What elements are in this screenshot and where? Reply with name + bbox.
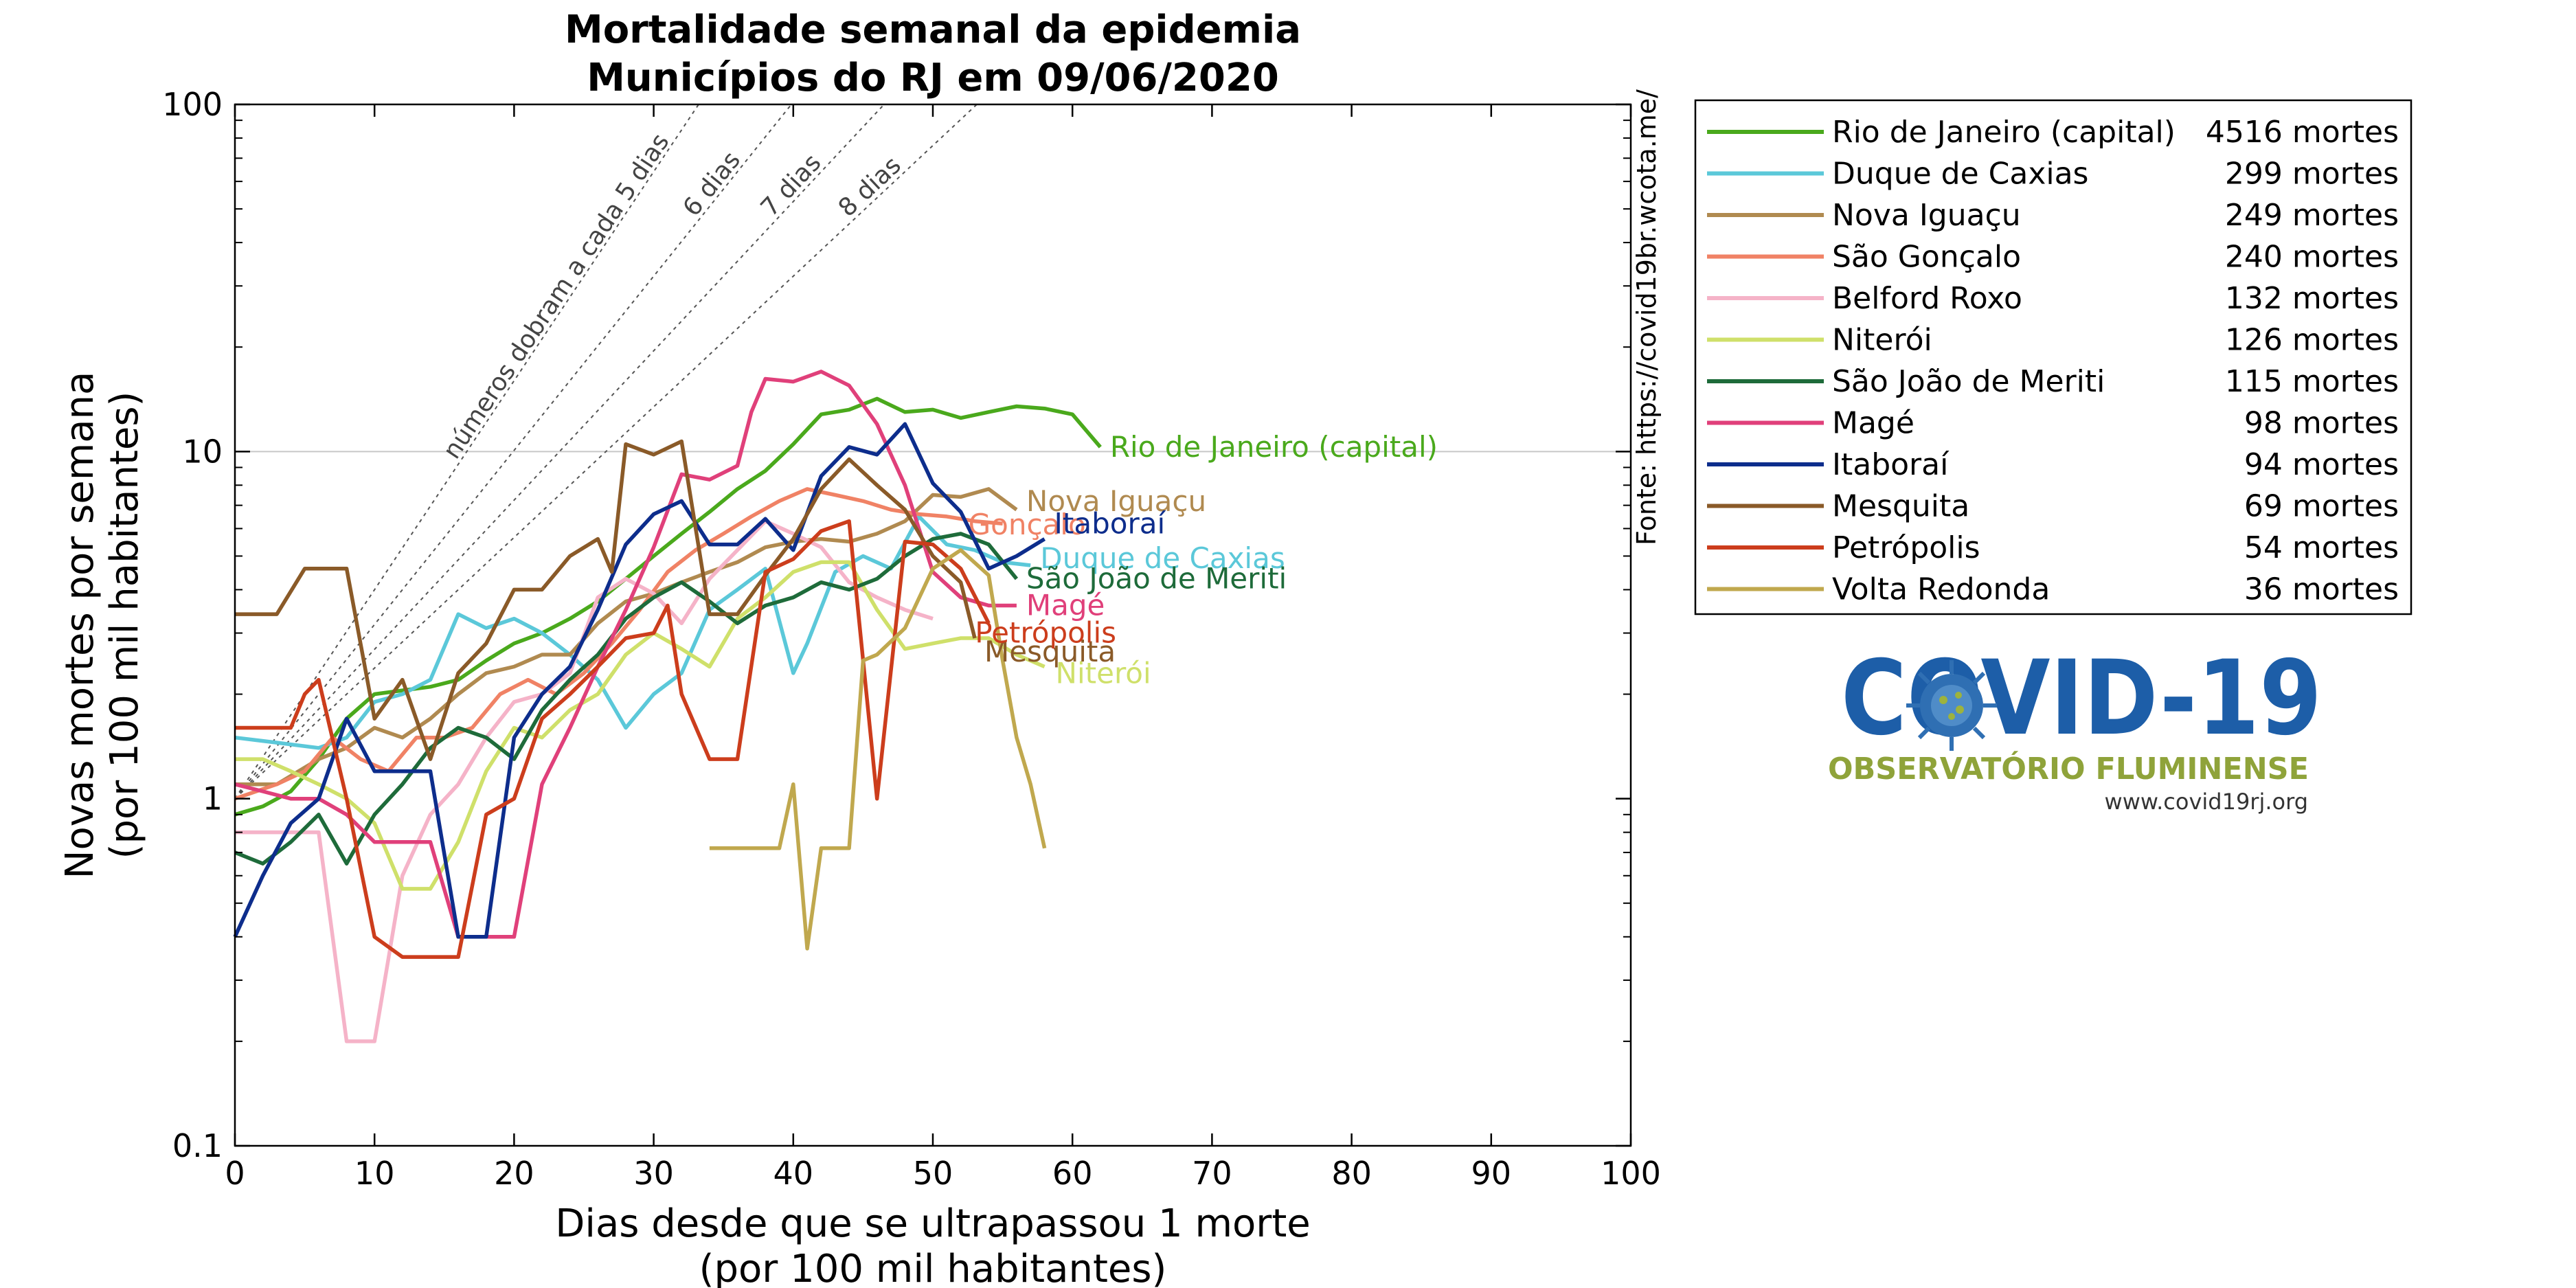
x-axis-label-line-1: Dias desde que se ultrapassou 1 morte: [555, 1201, 1310, 1246]
legend-value-niteroi: 126 mortes: [2225, 323, 2399, 358]
legend-label-rio-de-janeiro-capital: Rio de Janeiro (capital): [1832, 115, 2176, 150]
legend: Rio de Janeiro (capital) 4516 mortes Duque…: [1694, 99, 2413, 615]
series-end-label-itaborai: Itaboraí: [1054, 507, 1166, 541]
series-line-mage: [234, 370, 1017, 939]
series-end-label-mage: Magé: [1026, 589, 1105, 622]
legend-label-duque-de-caxias: Duque de Caxias: [1832, 157, 2088, 192]
y-tick-label-1: 1: [203, 780, 223, 817]
legend-value-duque-de-caxias: 299 mortes: [2225, 157, 2399, 192]
legend-value-mesquita: 69 mortes: [2244, 489, 2399, 524]
series-end-labels: Rio de Janeiro (capital) Duque de Caxias N…: [969, 430, 1438, 690]
x-tick-label-70: 70: [1192, 1155, 1232, 1192]
series-line-itaborai: [233, 422, 1046, 939]
x-tick-label-10: 10: [354, 1155, 395, 1192]
legend-value-sao-goncalo: 240 mortes: [2225, 240, 2399, 275]
series-end-label-sao-goncalo: Gonçalo: [969, 508, 1086, 541]
y-tick-label-10: 10: [182, 433, 223, 470]
legend-value-nova-iguacu: 249 mortes: [2225, 198, 2399, 233]
y-tick-label-100: 100: [162, 86, 223, 123]
series-line-rio-de-janeiro-capital: [234, 396, 1102, 817]
x-tick-label-80: 80: [1331, 1155, 1372, 1192]
legend-value-mage: 98 mortes: [2244, 406, 2399, 441]
series-line-petropolis: [235, 519, 991, 959]
legend-label-niteroi: Niterói: [1832, 323, 1932, 358]
legend-label-itaborai: Itaboraí: [1832, 447, 1950, 482]
x-tick-label-40: 40: [773, 1155, 814, 1192]
series-end-label-niteroi: Niterói: [1056, 657, 1151, 690]
series-line-sao-goncalo: [234, 487, 1003, 801]
series-end-label-mesquita: Mesquita: [984, 635, 1116, 668]
chart-title-line-1: Mortalidade semanal da epidemia: [565, 8, 1301, 52]
logo-url: www.covid19rj.org: [2105, 789, 2308, 815]
series-end-label-rio-de-janeiro-capital: Rio de Janeiro (capital): [1110, 430, 1438, 464]
source-label: Fonte: https://covid19br.wcota.me/: [1631, 89, 1662, 545]
y-axis-label-line-2: (por 100 mil habitantes): [102, 392, 147, 859]
legend-label-petropolis: Petrópolis: [1832, 530, 1980, 565]
x-tick-label-30: 30: [633, 1155, 674, 1192]
x-tick-label-60: 60: [1052, 1155, 1093, 1192]
x-tick-label-0: 0: [225, 1155, 245, 1192]
legend-label-belford-roxo: Belford Roxo: [1832, 281, 2022, 316]
legend-value-rio-de-janeiro-capital: 4516 mortes: [2206, 115, 2399, 150]
x-tick-label-90: 90: [1471, 1155, 1512, 1192]
series-line-duque-de-caxias: [234, 515, 1031, 750]
series-end-label-sao-joao-de-meriti: São João de Meriti: [1026, 562, 1287, 596]
legend-items: Rio de Janeiro (capital) 4516 mortes Duque…: [1707, 115, 2399, 607]
reference-line-8-days: [234, 104, 978, 800]
series-line-volta-redonda: [709, 548, 1047, 951]
legend-value-sao-joao-de-meriti: 115 mortes: [2225, 364, 2399, 399]
legend-value-belford-roxo: 132 mortes: [2225, 281, 2399, 316]
axis-ticks: 0 10 20 30 40 50 60 70 80 90 100 0.1 1 10 100: [162, 86, 1661, 1192]
legend-label-volta-redonda: Volta Redonda: [1832, 572, 2050, 607]
covid-observatory-logo: COVID-19 OBSERVATÓRIO FLUMINENSE www.cov…: [1828, 639, 2322, 815]
virus-icon: [1906, 660, 1997, 751]
reference-line-5-days: [234, 104, 699, 800]
legend-value-petropolis: 54 mortes: [2244, 530, 2399, 565]
x-tick-label-20: 20: [494, 1155, 534, 1192]
series-line-mesquita: [235, 439, 977, 761]
y-tick-label-0.1: 0.1: [172, 1127, 223, 1164]
logo-subtitle: OBSERVATÓRIO FLUMINENSE: [1828, 750, 2309, 787]
logo-title: COVID-19: [1841, 639, 2322, 758]
legend-label-mage: Magé: [1832, 406, 1914, 441]
series-end-label-duque-de-caxias: Duque de Caxias: [1040, 541, 1285, 575]
x-tick-label-100: 100: [1601, 1155, 1661, 1192]
legend-value-itaborai: 94 mortes: [2244, 447, 2399, 482]
series-line-nova-iguacu: [235, 487, 1018, 787]
y-axis-label-line-1: Novas mortes por semana: [58, 372, 102, 879]
legend-label-mesquita: Mesquita: [1832, 489, 1969, 524]
legend-box: [1694, 99, 2413, 615]
legend-label-sao-goncalo: São Gonçalo: [1832, 240, 2021, 275]
series-end-label-petropolis: Petrópolis: [975, 615, 1116, 649]
x-axis-label-line-2: (por 100 mil habitantes): [699, 1247, 1167, 1288]
reference-line-6-days: [234, 104, 792, 800]
chart-title-line-2: Municípios do RJ em 09/06/2020: [587, 56, 1279, 100]
legend-label-sao-joao-de-meriti: São João de Meriti: [1832, 364, 2105, 399]
legend-label-nova-iguacu: Nova Iguaçu: [1832, 198, 2021, 233]
series-lines: [233, 370, 1102, 1043]
x-tick-label-50: 50: [913, 1155, 953, 1192]
series-end-label-nova-iguacu: Nova Iguaçu: [1026, 484, 1206, 518]
legend-value-volta-redonda: 36 mortes: [2244, 572, 2399, 607]
